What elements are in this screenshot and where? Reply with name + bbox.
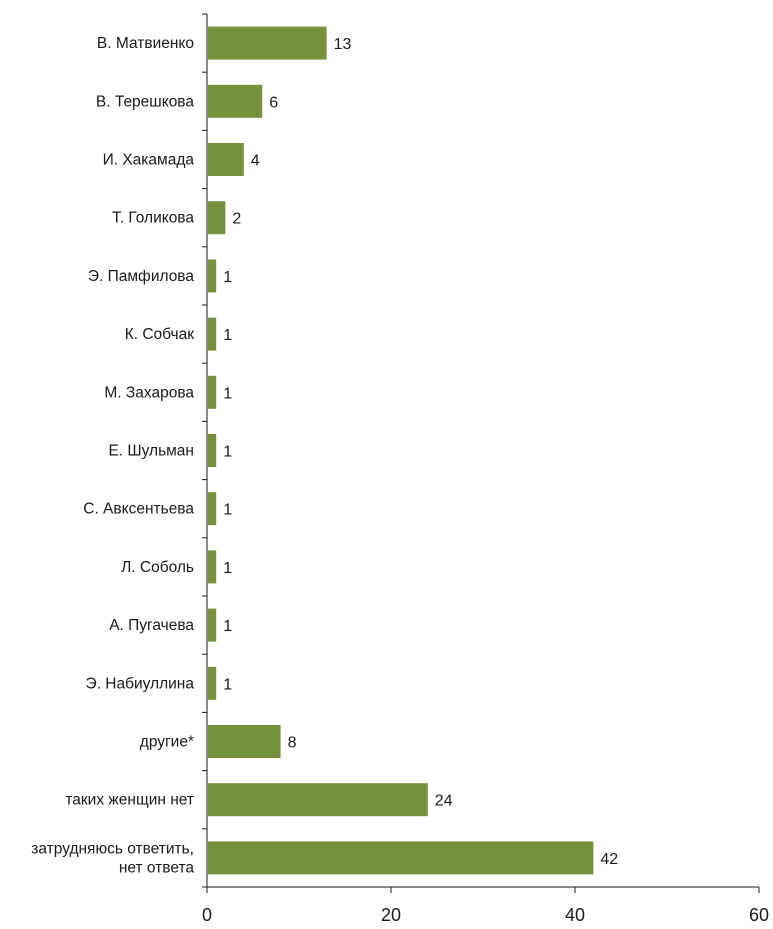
- category-label-line: Э. Набиуллина: [86, 675, 195, 692]
- bar: [208, 259, 217, 293]
- value-label: 1: [223, 618, 232, 635]
- category-label: А. Пугачева: [109, 617, 194, 634]
- bar: [208, 84, 263, 118]
- category-label: И. Хакамада: [103, 152, 195, 169]
- category-label-line: Л. Соболь: [121, 559, 194, 576]
- bar: [208, 608, 217, 642]
- bar: [208, 725, 281, 758]
- bar: [208, 434, 217, 467]
- value-label: 2: [232, 211, 241, 228]
- x-tick-label: 60: [749, 905, 769, 925]
- category-label-line: И. Хакамада: [103, 152, 195, 169]
- bar: [208, 143, 244, 176]
- category-label: Е. Шульман: [108, 443, 194, 460]
- bar: [208, 375, 217, 409]
- value-label: 1: [223, 560, 232, 577]
- value-label: 13: [334, 36, 352, 53]
- category-label: Э. Памфилова: [88, 268, 194, 285]
- category-label-line: Т. Голикова: [112, 210, 194, 227]
- value-label: 6: [269, 94, 278, 111]
- category-label: таких женщин нет: [65, 792, 194, 809]
- x-tick-label: 20: [381, 905, 401, 925]
- category-label-line: В. Матвиенко: [97, 35, 194, 52]
- bar: [208, 317, 217, 351]
- value-label: 1: [223, 385, 232, 402]
- value-label: 1: [223, 676, 232, 693]
- axis-layer: [202, 13, 760, 893]
- x-tick-label: 0: [202, 905, 212, 925]
- bar: [208, 26, 327, 60]
- value-label: 8: [288, 735, 297, 752]
- category-label: другие*: [140, 734, 194, 751]
- value-label: 1: [223, 502, 232, 519]
- bar: [208, 492, 217, 526]
- bar: [208, 201, 226, 235]
- category-label: М. Захарова: [104, 384, 194, 401]
- category-label: К. Собчак: [125, 326, 195, 343]
- bar: [208, 550, 217, 584]
- category-label-line: затрудняюсь ответить,: [31, 840, 194, 857]
- bar: [208, 783, 428, 817]
- category-label-line: нет ответа: [119, 859, 195, 876]
- value-label: 1: [223, 327, 232, 344]
- value-label: 1: [223, 444, 232, 461]
- value-label: 42: [600, 851, 618, 868]
- bar: [208, 666, 217, 700]
- category-label-line: другие*: [140, 734, 194, 751]
- category-label: Э. Набиуллина: [86, 675, 195, 692]
- category-label-line: М. Захарова: [104, 384, 194, 401]
- category-label-line: В. Терешкова: [96, 93, 194, 110]
- value-label: 1: [223, 269, 232, 286]
- value-label: 24: [435, 793, 453, 810]
- value-label: 4: [251, 153, 260, 170]
- category-label-line: К. Собчак: [125, 326, 195, 343]
- x-tick-label: 40: [565, 905, 585, 925]
- category-label: Л. Соболь: [121, 559, 194, 576]
- labels-layer: 0 20 40 60 13 В. Матвиенко 6 В. Терешкова 4 И. Ха…: [31, 35, 769, 925]
- category-label: С. Авксентьева: [83, 501, 194, 518]
- category-label: затрудняюсь ответить, нет ответа: [31, 840, 194, 876]
- bars-layer: [208, 26, 594, 875]
- bar: [208, 841, 594, 875]
- category-label-line: Е. Шульман: [108, 443, 194, 460]
- category-label-line: А. Пугачева: [109, 617, 194, 634]
- category-label: В. Матвиенко: [97, 35, 194, 52]
- category-label-line: Э. Памфилова: [88, 268, 194, 285]
- category-label: Т. Голикова: [112, 210, 194, 227]
- category-label-line: С. Авксентьева: [83, 501, 194, 518]
- category-label: В. Терешкова: [96, 93, 194, 110]
- category-label-line: таких женщин нет: [65, 792, 194, 809]
